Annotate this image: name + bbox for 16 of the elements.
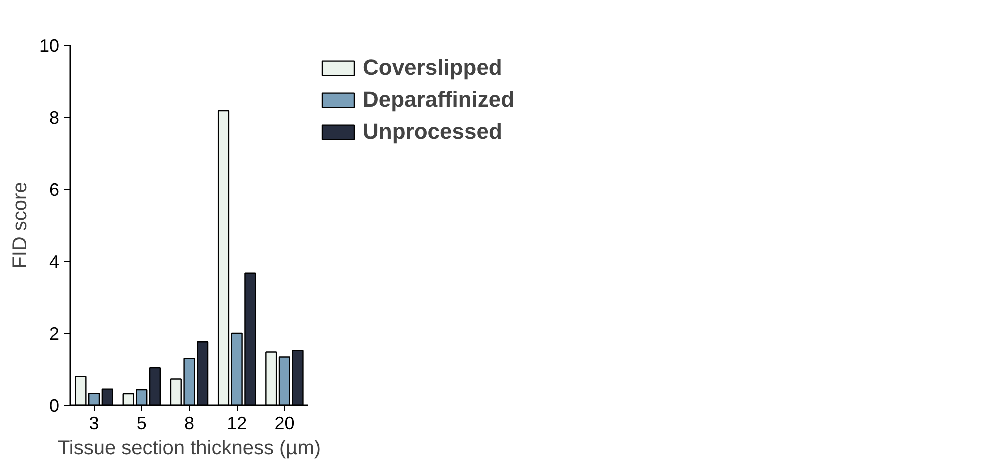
y-axis-title: FID score: [9, 182, 32, 269]
y-tick-label: 0: [49, 396, 60, 416]
legend-label: Deparaffinized: [363, 87, 515, 113]
legend-label: Coverslipped: [363, 55, 502, 81]
x-axis-title: Tissue section thickness (µm): [58, 438, 322, 460]
x-tick-label: 8: [184, 414, 195, 434]
y-tick-label: 8: [49, 108, 60, 128]
y-tick-label: 10: [39, 36, 60, 56]
y-tick-label: 4: [49, 252, 60, 272]
x-tick-label: 3: [89, 414, 100, 434]
x-tick-label: 5: [136, 414, 147, 434]
x-tick-label: 20: [274, 414, 295, 434]
legend-label: Unprocessed: [363, 119, 502, 145]
x-tick-label: 12: [227, 414, 248, 434]
y-tick-label: 6: [49, 180, 60, 200]
y-tick-label: 2: [49, 324, 60, 344]
